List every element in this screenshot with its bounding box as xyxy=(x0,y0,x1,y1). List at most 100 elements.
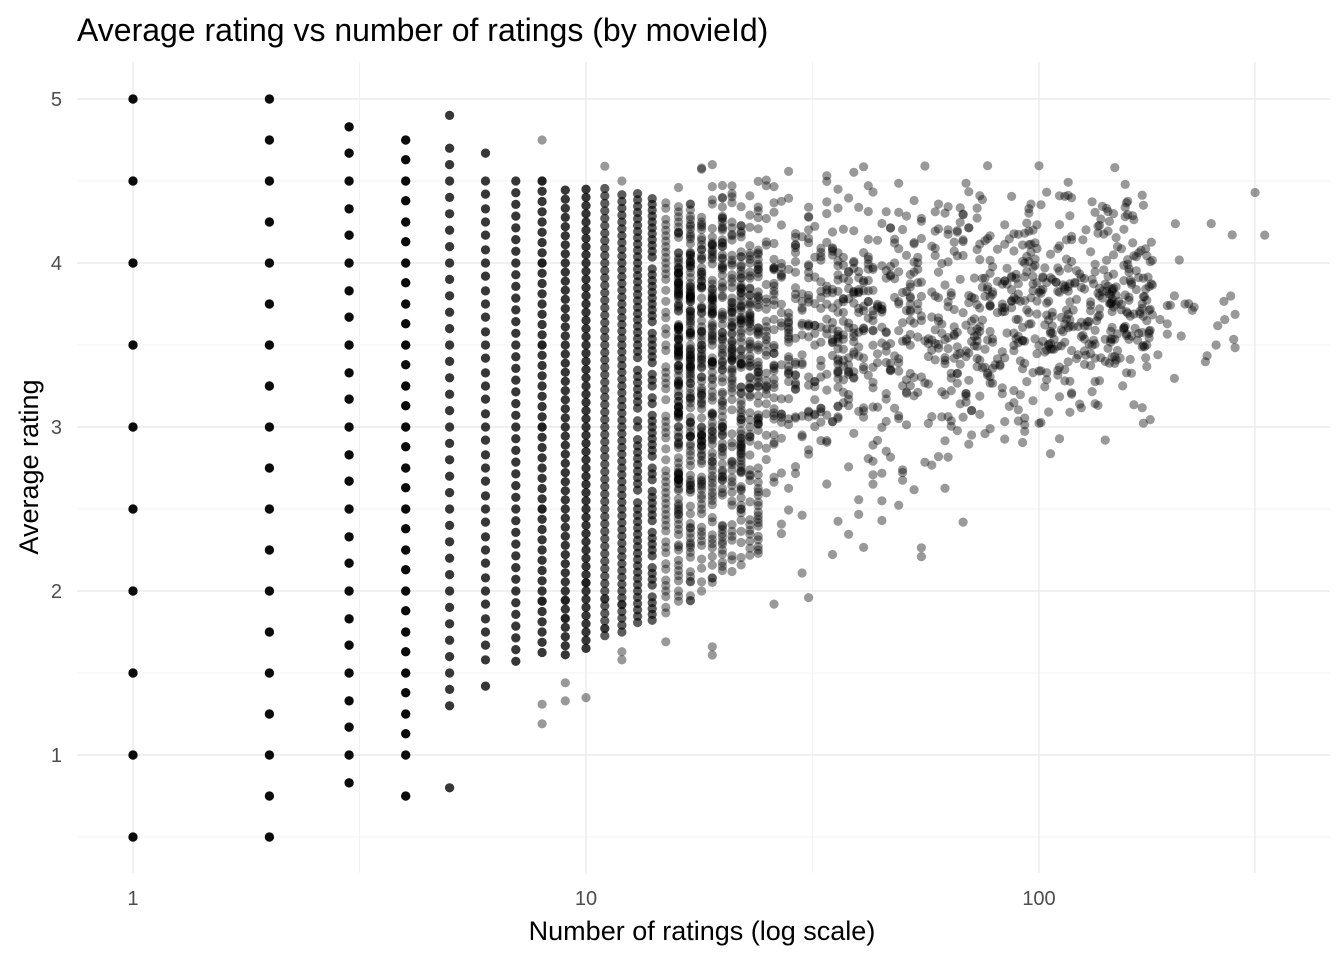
data-point xyxy=(1230,343,1240,353)
data-point xyxy=(401,135,411,145)
data-point xyxy=(761,279,771,290)
data-point xyxy=(344,312,354,322)
data-point xyxy=(784,376,794,387)
data-point xyxy=(727,217,737,227)
data-point xyxy=(707,284,717,295)
data-point xyxy=(838,387,849,397)
data-point xyxy=(537,196,547,207)
data-point xyxy=(1009,246,1019,256)
data-point xyxy=(264,791,274,801)
data-point xyxy=(581,570,591,580)
data-point xyxy=(560,249,570,259)
data-point xyxy=(344,368,354,378)
data-point xyxy=(707,373,717,383)
data-point xyxy=(537,319,547,330)
data-point xyxy=(445,520,455,531)
data-point xyxy=(344,286,354,296)
data-point xyxy=(1138,292,1148,302)
data-point xyxy=(909,195,919,206)
data-point xyxy=(1176,331,1186,341)
data-point xyxy=(511,586,521,596)
data-point xyxy=(707,408,717,418)
data-point xyxy=(617,190,627,200)
data-point xyxy=(804,593,814,603)
data-point xyxy=(264,258,274,268)
data-point xyxy=(581,274,591,284)
data-point xyxy=(717,521,728,531)
data-point xyxy=(445,619,455,629)
data-point xyxy=(128,94,138,104)
data-point xyxy=(776,529,787,539)
data-point xyxy=(128,258,138,268)
data-point xyxy=(816,252,826,262)
data-point xyxy=(1131,284,1141,295)
data-point xyxy=(827,337,838,347)
data-point xyxy=(445,291,455,301)
data-point xyxy=(480,409,491,419)
data-point xyxy=(511,387,521,397)
data-point xyxy=(401,586,411,596)
data-point xyxy=(511,527,521,538)
data-point xyxy=(445,225,455,235)
data-point xyxy=(707,160,717,170)
data-point xyxy=(401,524,411,534)
data-point xyxy=(480,286,491,296)
data-point xyxy=(560,249,570,259)
data-point xyxy=(560,577,570,587)
data-point xyxy=(344,230,354,240)
data-point xyxy=(769,439,779,449)
data-point xyxy=(480,504,491,514)
data-point xyxy=(1013,279,1023,289)
data-point xyxy=(581,422,591,432)
data-point xyxy=(264,668,274,678)
data-point xyxy=(401,401,411,411)
data-point xyxy=(344,778,354,788)
data-point xyxy=(647,592,657,602)
data-point xyxy=(480,189,491,199)
data-point xyxy=(537,135,547,145)
data-point xyxy=(511,598,521,608)
data-point xyxy=(872,349,883,359)
data-point xyxy=(859,362,869,372)
data-point xyxy=(881,207,891,217)
data-point xyxy=(1036,200,1046,210)
data-point xyxy=(480,586,491,596)
data-point xyxy=(128,586,138,596)
data-point xyxy=(1142,340,1152,350)
data-point xyxy=(445,242,455,252)
data-point xyxy=(560,386,570,396)
data-point xyxy=(537,463,547,473)
data-point xyxy=(927,460,937,470)
data-point xyxy=(480,230,491,240)
data-point xyxy=(761,294,771,304)
data-point xyxy=(1030,334,1040,344)
data-point xyxy=(511,492,521,502)
data-point xyxy=(1108,269,1119,279)
data-point xyxy=(445,586,455,596)
data-point xyxy=(1125,354,1135,364)
data-point xyxy=(480,368,491,378)
data-point xyxy=(537,350,547,360)
data-point xyxy=(401,196,411,206)
data-point xyxy=(401,524,411,534)
data-point xyxy=(511,211,521,221)
data-point xyxy=(560,349,570,359)
data-point xyxy=(511,434,521,444)
data-point xyxy=(1018,437,1028,448)
data-point xyxy=(511,609,521,620)
data-point xyxy=(401,442,411,452)
data-point xyxy=(560,322,570,332)
data-point xyxy=(401,545,411,555)
data-point xyxy=(401,217,411,227)
data-point xyxy=(581,430,591,440)
data-point xyxy=(537,565,547,576)
data-point xyxy=(264,545,274,555)
data-point xyxy=(511,317,521,327)
data-point xyxy=(480,435,491,445)
data-point xyxy=(511,621,521,631)
data-point xyxy=(1141,244,1151,254)
data-point xyxy=(784,264,794,274)
data-point xyxy=(633,365,643,375)
data-point xyxy=(784,354,794,364)
data-point xyxy=(581,619,591,629)
